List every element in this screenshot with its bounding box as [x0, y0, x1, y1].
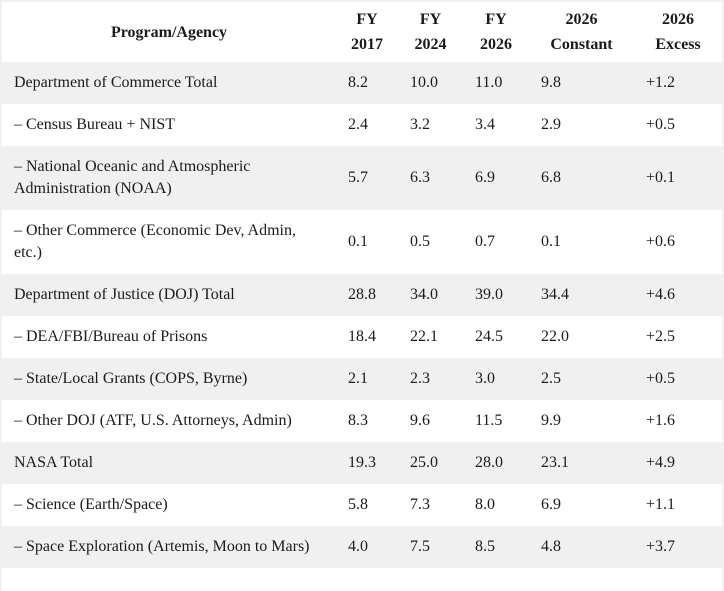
- value-cell: +1.6: [646, 412, 676, 429]
- value-cell: 19.3: [348, 454, 376, 471]
- value-cell: 6.3: [410, 169, 430, 186]
- value-cell: 7.5: [410, 538, 430, 555]
- table-row: – Census Bureau + NIST 2.4 3.2 3.4 2.9 +0.5: [2, 104, 722, 146]
- value-cell: +0.5: [646, 370, 676, 387]
- value-cell: 28.0: [475, 454, 503, 471]
- table-row: – Other DOJ (ATF, U.S. Attorneys, Admin)…: [2, 400, 722, 442]
- program-cell: – National Oceanic and Atmospheric Admin…: [14, 158, 251, 197]
- value-cell: +1.1: [646, 496, 676, 513]
- value-cell: 8.0: [475, 496, 495, 513]
- program-cell: – Other DOJ (ATF, U.S. Attorneys, Admin): [14, 412, 292, 429]
- table-body: Department of Commerce Total 8.2 10.0 11.0 9…: [2, 62, 722, 568]
- table-row: NASA Total 19.3 25.0 28.0 23.1 +4.9: [2, 442, 722, 484]
- value-cell: 39.0: [475, 286, 503, 303]
- value-cell: 2.9: [541, 116, 561, 133]
- value-cell: +0.6: [646, 233, 676, 250]
- value-cell: +4.6: [646, 286, 676, 303]
- value-cell: 9.9: [541, 412, 561, 429]
- program-cell: NASA Total: [14, 454, 94, 471]
- value-cell: +0.1: [646, 169, 676, 186]
- value-cell: 5.8: [348, 496, 368, 513]
- program-cell: – Census Bureau + NIST: [14, 116, 176, 133]
- program-cell: Department of Commerce Total: [14, 74, 218, 91]
- value-cell: 11.5: [475, 412, 503, 429]
- value-cell: 5.7: [348, 169, 368, 186]
- value-cell: 0.7: [475, 233, 495, 250]
- table-row: – Science (Earth/Space) 5.8 7.3 8.0 6.9 +1.1: [2, 484, 722, 526]
- value-cell: 2.3: [410, 370, 430, 387]
- value-cell: 6.8: [541, 169, 561, 186]
- program-cell: – DEA/FBI/Bureau of Prisons: [14, 328, 208, 345]
- header-row: Program/Agency FY 2017 FY 2024 FY 2026 2…: [2, 2, 722, 62]
- value-cell: 3.2: [410, 116, 430, 133]
- value-cell: +0.5: [646, 116, 676, 133]
- column-header-program-agency: Program/Agency: [2, 2, 336, 62]
- value-cell: 9.6: [410, 412, 430, 429]
- table-header: Program/Agency FY 2017 FY 2024 FY 2026 2…: [2, 2, 722, 62]
- column-header-fy-2026: FY 2026: [463, 2, 529, 62]
- value-cell: 2.4: [348, 116, 368, 133]
- table-row: – DEA/FBI/Bureau of Prisons 18.4 22.1 24.5 2…: [2, 316, 722, 358]
- table-row: Department of Commerce Total 8.2 10.0 11.0 9…: [2, 62, 722, 104]
- table-row: Department of Justice (DOJ) Total 28.8 34.…: [2, 274, 722, 316]
- table-row: – Space Exploration (Artemis, Moon to Ma…: [2, 526, 722, 568]
- program-cell: – Other Commerce (Economic Dev, Admin, e…: [14, 222, 296, 261]
- value-cell: 34.0: [410, 286, 438, 303]
- value-cell: +2.5: [646, 328, 676, 345]
- value-cell: 3.4: [475, 116, 495, 133]
- value-cell: 8.5: [475, 538, 495, 555]
- value-cell: 10.0: [410, 74, 438, 91]
- value-cell: +3.7: [646, 538, 676, 555]
- column-header-2026-excess: 2026 Excess: [634, 2, 722, 62]
- value-cell: 4.0: [348, 538, 368, 555]
- value-cell: 3.0: [475, 370, 495, 387]
- table-row: – Other Commerce (Economic Dev, Admin, e…: [2, 210, 722, 274]
- value-cell: +4.9: [646, 454, 676, 471]
- value-cell: 2.1: [348, 370, 368, 387]
- column-header-fy-2024: FY 2024: [398, 2, 463, 62]
- value-cell: 11.0: [475, 74, 503, 91]
- program-cell: – Space Exploration (Artemis, Moon to Ma…: [14, 538, 310, 555]
- program-cell: – Science (Earth/Space): [14, 496, 168, 513]
- value-cell: 6.9: [475, 169, 495, 186]
- program-cell: – State/Local Grants (COPS, Byrne): [14, 370, 248, 387]
- program-cell: Department of Justice (DOJ) Total: [14, 286, 235, 303]
- table-row: – State/Local Grants (COPS, Byrne) 2.1 2.3…: [2, 358, 722, 400]
- value-cell: 4.8: [541, 538, 561, 555]
- value-cell: 6.9: [541, 496, 561, 513]
- value-cell: 2.5: [541, 370, 561, 387]
- value-cell: 25.0: [410, 454, 438, 471]
- budget-table: Program/Agency FY 2017 FY 2024 FY 2026 2…: [2, 2, 722, 568]
- value-cell: 34.4: [541, 286, 569, 303]
- column-header-fy-2017: FY 2017: [336, 2, 398, 62]
- value-cell: 23.1: [541, 454, 569, 471]
- value-cell: 18.4: [348, 328, 376, 345]
- value-cell: 0.5: [410, 233, 430, 250]
- value-cell: 8.3: [348, 412, 368, 429]
- column-header-2026-constant: 2026 Constant: [529, 2, 634, 62]
- table-row: – National Oceanic and Atmospheric Admin…: [2, 146, 722, 210]
- value-cell: 0.1: [348, 233, 368, 250]
- value-cell: 7.3: [410, 496, 430, 513]
- value-cell: +1.2: [646, 74, 676, 91]
- value-cell: 9.8: [541, 74, 561, 91]
- value-cell: 8.2: [348, 74, 368, 91]
- value-cell: 0.1: [541, 233, 561, 250]
- value-cell: 22.1: [410, 328, 438, 345]
- value-cell: 22.0: [541, 328, 569, 345]
- value-cell: 28.8: [348, 286, 376, 303]
- value-cell: 24.5: [475, 328, 503, 345]
